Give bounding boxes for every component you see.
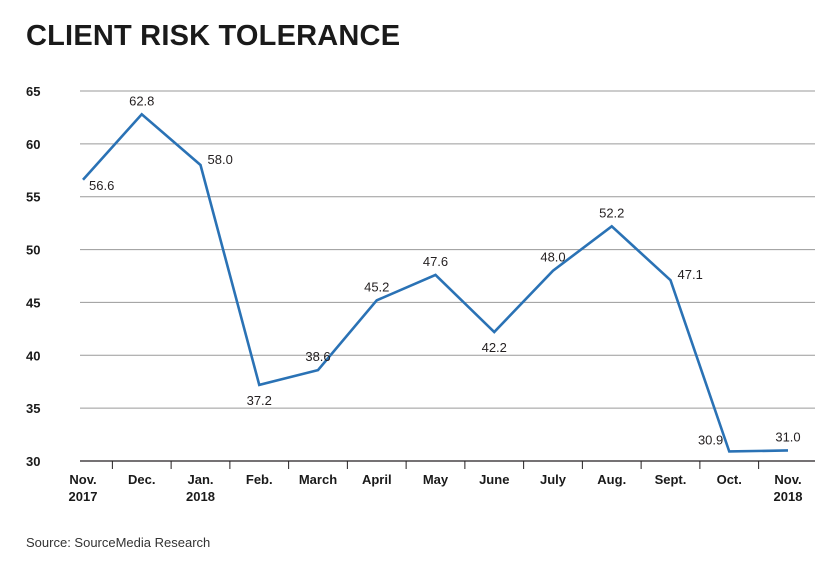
data-label: 42.2	[482, 340, 507, 355]
data-label: 30.9	[698, 432, 723, 447]
y-axis-ticks: 30 35 40 45 50 55 60 65	[26, 84, 40, 469]
x-tick-label: 2018	[186, 489, 215, 504]
x-tick-label: 2017	[69, 489, 98, 504]
x-tick-label: March	[299, 472, 337, 487]
y-tick-label: 45	[26, 295, 40, 310]
y-tick-label: 60	[26, 137, 40, 152]
data-label: 31.0	[775, 429, 800, 444]
x-tick-label: Feb.	[246, 472, 273, 487]
x-tick-label: Sept.	[655, 472, 687, 487]
data-label: 62.8	[129, 93, 154, 108]
x-tick-label: July	[540, 472, 567, 487]
x-tick-label: Oct.	[717, 472, 742, 487]
data-label: 45.2	[364, 279, 389, 294]
x-tick-label: Nov.	[774, 472, 801, 487]
chart-title: CLIENT RISK TOLERANCE	[26, 20, 401, 52]
y-tick-label: 50	[26, 243, 40, 258]
x-axis-ticks: Nov. 2017 Dec. Jan. 2018 Feb. March April May Jun…	[69, 472, 803, 504]
y-tick-label: 55	[26, 190, 40, 205]
data-label: 52.2	[599, 205, 624, 220]
series-line-group	[82, 112, 789, 453]
gridlines	[80, 90, 815, 469]
x-tick-label: Dec.	[128, 472, 155, 487]
y-tick-label: 30	[26, 454, 40, 469]
y-tick-label: 35	[26, 401, 40, 416]
x-tick-label: Aug.	[597, 472, 626, 487]
y-tick-label: 40	[26, 348, 40, 363]
series-line	[82, 112, 789, 453]
data-label: 48.0	[540, 250, 565, 265]
source-note: Source: SourceMedia Research	[26, 535, 211, 550]
data-label: 47.6	[423, 254, 448, 269]
data-labels: 56.6 62.8 58.0 37.2 38.6 45.2 47.6 42.2 48.0 52.2…	[89, 93, 801, 447]
x-tick-label: May	[423, 472, 449, 487]
data-label: 37.2	[247, 393, 272, 408]
x-tick-label: Nov.	[69, 472, 96, 487]
data-label: 58.0	[208, 152, 233, 167]
x-tick-label: 2018	[774, 489, 803, 504]
line-chart: 30 35 40 45 50 55 60 65 Nov. 2017 Dec. Jan. 2018 Feb…	[26, 84, 815, 504]
x-tick-label: April	[362, 472, 392, 487]
data-label: 47.1	[678, 267, 703, 282]
data-label: 38.6	[305, 349, 330, 364]
data-label: 56.6	[89, 178, 114, 193]
x-tick-label: Jan.	[187, 472, 213, 487]
y-tick-label: 65	[26, 84, 40, 99]
x-tick-label: June	[479, 472, 509, 487]
